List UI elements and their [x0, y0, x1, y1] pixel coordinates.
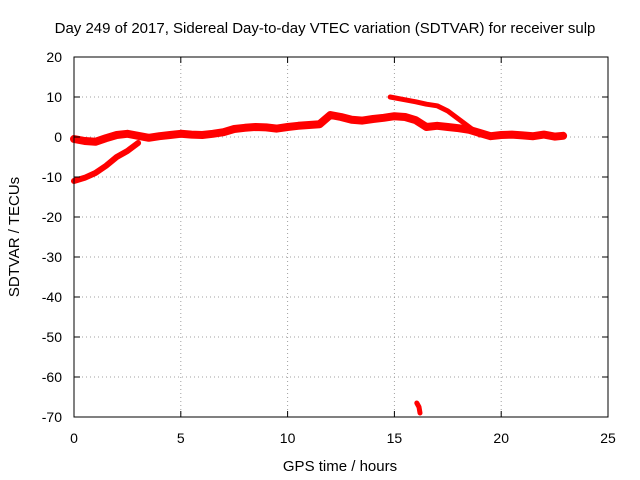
y-tick-label: 10: [46, 89, 62, 105]
plot-frame: [73, 56, 609, 418]
x-tick-label: 15: [387, 430, 403, 446]
x-axis-label: GPS time / hours: [283, 458, 397, 475]
y-axis-label: SDTVAR / TECUs: [6, 177, 23, 297]
y-tick-label: -70: [42, 409, 62, 425]
x-tick-label: 0: [70, 430, 78, 446]
series-rising-track: [71, 140, 142, 184]
grid: [74, 57, 608, 417]
x-tick-label: 20: [493, 430, 509, 446]
series-upper-track: [387, 94, 483, 138]
plot-area: [70, 94, 568, 416]
y-tick-label: -20: [42, 209, 62, 225]
y-tick-label: -50: [42, 329, 62, 345]
chart-title: Day 249 of 2017, Sidereal Day-to-day VTE…: [55, 20, 596, 37]
x-tick-label: 5: [177, 430, 185, 446]
y-tick-label: -40: [42, 289, 62, 305]
series-main-track: [70, 111, 568, 146]
x-tick-label: 25: [600, 430, 616, 446]
y-tick-label: -60: [42, 369, 62, 385]
y-tick-label: -30: [42, 249, 62, 265]
y-tick-label: 20: [46, 49, 62, 65]
y-tick-label: 0: [54, 129, 62, 145]
y-tick-label: -10: [42, 169, 62, 185]
series-outlier-track: [414, 400, 423, 416]
x-tick-label: 10: [280, 430, 296, 446]
axis-ticks: 0 5 10 15 20 25 20 10 0 -10 -20 -30 -40 -50 -60 -70: [42, 49, 616, 446]
